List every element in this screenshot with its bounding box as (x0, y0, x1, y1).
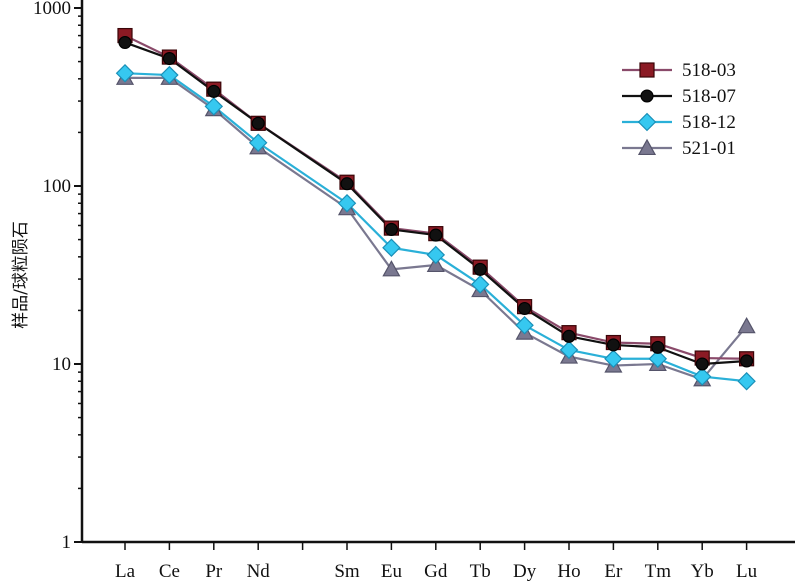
legend-label: 518-07 (682, 86, 736, 107)
data-point (648, 349, 668, 369)
data-point (340, 177, 354, 191)
data-point (115, 63, 135, 83)
legend: 518-03 518-07 518-12 521-01 (622, 60, 736, 159)
data-point (470, 275, 490, 294)
series-markers-group (118, 35, 754, 371)
data-point (382, 260, 401, 277)
data-point (559, 340, 579, 360)
x-tick-label: Eu (381, 561, 403, 582)
data-point (651, 340, 665, 354)
legend-label: 521-01 (682, 138, 736, 159)
data-point (473, 262, 487, 276)
data-point (251, 116, 265, 130)
data-point (160, 65, 179, 85)
x-tick-label: Ho (557, 561, 580, 582)
data-point (737, 316, 756, 334)
y-tick-label: 1 (62, 532, 72, 553)
x-tick-label: Gd (424, 561, 448, 582)
data-point (695, 357, 709, 371)
x-ticks: La Ce Pr Nd Sm Eu Gd Tb Dy Ho Er Tm Yb Lu (115, 542, 758, 582)
data-point (118, 35, 132, 50)
x-tick-label: Pr (205, 561, 223, 582)
x-tick-label: Er (604, 561, 623, 582)
x-tick-label: Ce (159, 561, 180, 582)
x-tick-label: Tb (470, 561, 491, 582)
data-point (382, 238, 401, 257)
data-point (429, 228, 443, 242)
data-point (639, 62, 655, 78)
data-point (337, 194, 357, 213)
y-ticks: 1 10 100 1000 (33, 0, 82, 553)
data-point (426, 255, 445, 273)
x-tick-label: Yb (691, 561, 714, 582)
legend-entry: 518-07 (622, 86, 736, 107)
data-point (204, 97, 224, 116)
data-point (384, 222, 398, 237)
data-point (640, 89, 654, 103)
legend-entry: 518-12 (622, 112, 736, 133)
y-tick-label: 10 (52, 354, 71, 375)
series-markers-group (115, 63, 756, 391)
x-tick-label: Tm (645, 561, 672, 582)
legend-entry: 521-01 (622, 138, 736, 159)
data-point (637, 138, 657, 156)
data-point (515, 316, 534, 335)
data-point (637, 112, 657, 132)
data-point (606, 338, 620, 352)
data-point (692, 367, 712, 386)
data-point (426, 245, 446, 265)
x-tick-label: Lu (736, 561, 758, 582)
legend-entry: 518-03 (622, 60, 736, 81)
data-point (248, 133, 268, 152)
data-point (207, 84, 221, 98)
y-axis-label: 样品/球粒陨石 (11, 221, 31, 329)
data-point (604, 349, 623, 369)
data-point (162, 52, 176, 66)
data-point (737, 372, 756, 391)
data-point (562, 329, 576, 343)
y-tick-label: 100 (43, 176, 72, 197)
series-markers-group (117, 27, 755, 367)
axes (80, 0, 795, 544)
series-markers (115, 27, 756, 391)
x-tick-label: Nd (247, 561, 271, 582)
data-point (518, 301, 532, 316)
x-tick-label: Dy (513, 561, 537, 582)
x-tick-label: Sm (334, 561, 360, 582)
y-tick-label: 1000 (33, 0, 71, 19)
legend-label: 518-12 (682, 112, 736, 133)
x-tick-label: La (115, 561, 136, 582)
data-point (740, 354, 754, 368)
legend-label: 518-03 (682, 60, 736, 81)
